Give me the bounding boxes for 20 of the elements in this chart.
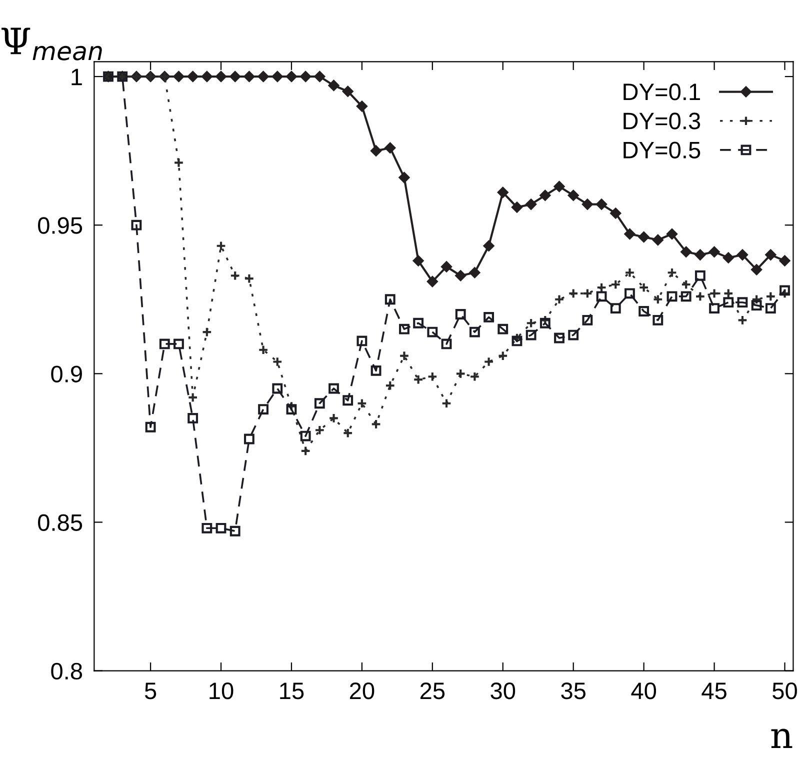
x-tick-label: 25: [420, 682, 445, 700]
x-tick-label: 35: [561, 682, 586, 700]
x-tick-label: 5: [144, 682, 156, 700]
x-tick-label: 30: [490, 682, 516, 700]
legend-label: DY=0.5: [624, 142, 700, 158]
y-tick-label: 1: [72, 68, 82, 86]
legend-label: DY=0.1: [624, 84, 700, 100]
y-tick-label: 0.85: [38, 514, 82, 531]
x-tick-label: 20: [350, 682, 374, 700]
y-tick-label: 0.95: [38, 217, 82, 234]
y-tick-label: 0.9: [51, 366, 82, 382]
legend-label: DY=0.3: [624, 112, 700, 130]
y-tick-label: 0.8: [51, 662, 82, 680]
y-axis-title: Ψ$_{mean}$: [2, 28, 102, 60]
x-tick-label: 40: [631, 682, 656, 700]
x-tick-label: 50: [772, 682, 797, 700]
x-tick-label: 10: [210, 682, 234, 700]
x-axis-title: n: [771, 728, 792, 748]
x-tick-label: 15: [280, 682, 304, 700]
x-tick-label: 45: [702, 682, 726, 700]
